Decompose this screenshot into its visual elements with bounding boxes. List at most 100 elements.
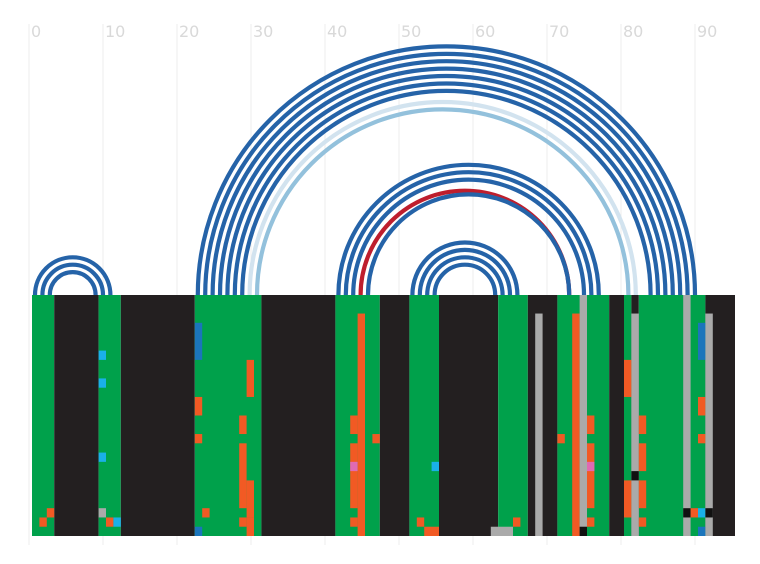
x-tick-label: 30	[253, 22, 273, 41]
base-pair-arc	[232, 81, 661, 296]
track-segment-unpaired	[439, 295, 499, 536]
base-pair-arcs	[32, 44, 698, 296]
annotation-mark	[194, 526, 203, 536]
track-segment-paired	[98, 295, 121, 536]
base-pair-arc	[203, 51, 690, 296]
alignment-track	[32, 295, 735, 536]
annotation-mark	[557, 434, 565, 444]
annotation-mark	[490, 526, 513, 536]
track-segment-paired	[498, 295, 528, 536]
annotation-mark	[579, 526, 587, 536]
annotation-mark	[202, 508, 210, 518]
track-segment-unpaired	[54, 295, 99, 536]
annotation-mark	[350, 517, 358, 527]
annotation-mark	[572, 313, 580, 536]
x-tick-label: 40	[327, 22, 347, 41]
annotation-mark	[416, 517, 425, 527]
base-pair-arc	[417, 247, 513, 296]
x-tick-label: 0	[31, 22, 41, 41]
annotation-mark	[587, 517, 595, 527]
annotation-mark	[705, 508, 713, 518]
track-segment-unpaired	[609, 295, 624, 536]
base-pair-arc	[225, 73, 668, 296]
annotation-mark	[579, 295, 587, 536]
base-pair-arc	[410, 240, 520, 296]
base-pair-arc	[365, 192, 572, 296]
x-tick-label: 70	[549, 22, 569, 41]
annotation-mark	[638, 480, 647, 509]
annotation-mark	[106, 517, 114, 527]
base-pair-arc	[240, 88, 653, 296]
annotation-mark	[690, 508, 698, 518]
x-tick-label: 50	[401, 22, 421, 41]
x-tick-label: 90	[697, 22, 717, 41]
annotation-mark	[638, 443, 647, 472]
annotation-mark	[535, 313, 543, 536]
base-pair-arc	[32, 255, 113, 296]
annotation-mark	[698, 322, 706, 360]
annotation-mark	[683, 508, 691, 518]
annotation-mark	[624, 359, 632, 397]
annotation-mark	[587, 415, 595, 435]
track-segment-paired	[624, 295, 632, 536]
annotation-mark	[638, 517, 647, 527]
annotation-mark	[239, 415, 247, 435]
annotation-mark	[194, 434, 203, 444]
annotation-mark	[431, 461, 439, 472]
base-pair-arc	[247, 99, 638, 296]
annotation-mark	[39, 517, 47, 527]
annotation-mark	[372, 434, 380, 444]
base-pair-arc	[210, 59, 683, 296]
annotation-mark	[246, 359, 254, 397]
annotation-mark	[350, 415, 358, 435]
x-tick-labels: 0 10 20 30 40 50 60 70 80 90	[31, 22, 717, 41]
annotation-mark	[631, 471, 639, 481]
annotation-mark	[239, 517, 247, 527]
base-pair-arc	[351, 177, 587, 296]
track-segment-paired	[32, 295, 55, 536]
base-pair-arc	[336, 162, 601, 296]
track-segment-unpaired	[120, 295, 195, 536]
base-pair-arc	[217, 66, 675, 296]
annotation-mark	[113, 517, 121, 527]
base-pair-arc	[254, 107, 631, 296]
annotation-mark	[705, 313, 713, 536]
base-pair-arc	[195, 44, 698, 296]
annotation-mark	[98, 378, 106, 388]
annotation-mark	[357, 313, 365, 536]
x-tick-label: 10	[105, 22, 125, 41]
annotation-mark	[587, 443, 595, 509]
annotation-mark	[46, 508, 55, 518]
annotation-mark	[350, 461, 358, 472]
annotation-mark	[98, 508, 106, 518]
annotation-mark	[350, 443, 358, 509]
track-segment-unpaired	[379, 295, 410, 536]
track-segment-paired	[638, 295, 706, 536]
annotation-mark	[98, 350, 106, 360]
annotation-mark	[194, 322, 203, 360]
annotation-mark	[424, 526, 439, 536]
track-segment-paired	[409, 295, 439, 536]
annotation-mark	[246, 480, 254, 518]
annotation-mark	[698, 396, 706, 416]
track-segment-unpaired	[261, 295, 336, 536]
annotation-mark	[683, 295, 691, 536]
x-tick-label: 80	[623, 22, 643, 41]
annotation-mark	[513, 517, 521, 527]
annotation-mark	[631, 313, 639, 536]
x-tick-label: 20	[179, 22, 199, 41]
base-pair-arc	[47, 270, 98, 296]
base-pair-arc	[432, 262, 498, 296]
x-tick-label: 60	[475, 22, 495, 41]
base-pair-arc	[425, 255, 505, 296]
annotation-mark	[624, 480, 632, 518]
annotation-mark	[239, 443, 247, 509]
annotation-mark	[587, 461, 595, 472]
annotation-mark	[698, 434, 706, 444]
annotation-mark	[698, 526, 706, 536]
annotation-mark	[98, 452, 106, 462]
annotation-mark	[246, 517, 254, 536]
base-pair-arc	[343, 170, 594, 296]
annotation-mark	[638, 415, 647, 435]
